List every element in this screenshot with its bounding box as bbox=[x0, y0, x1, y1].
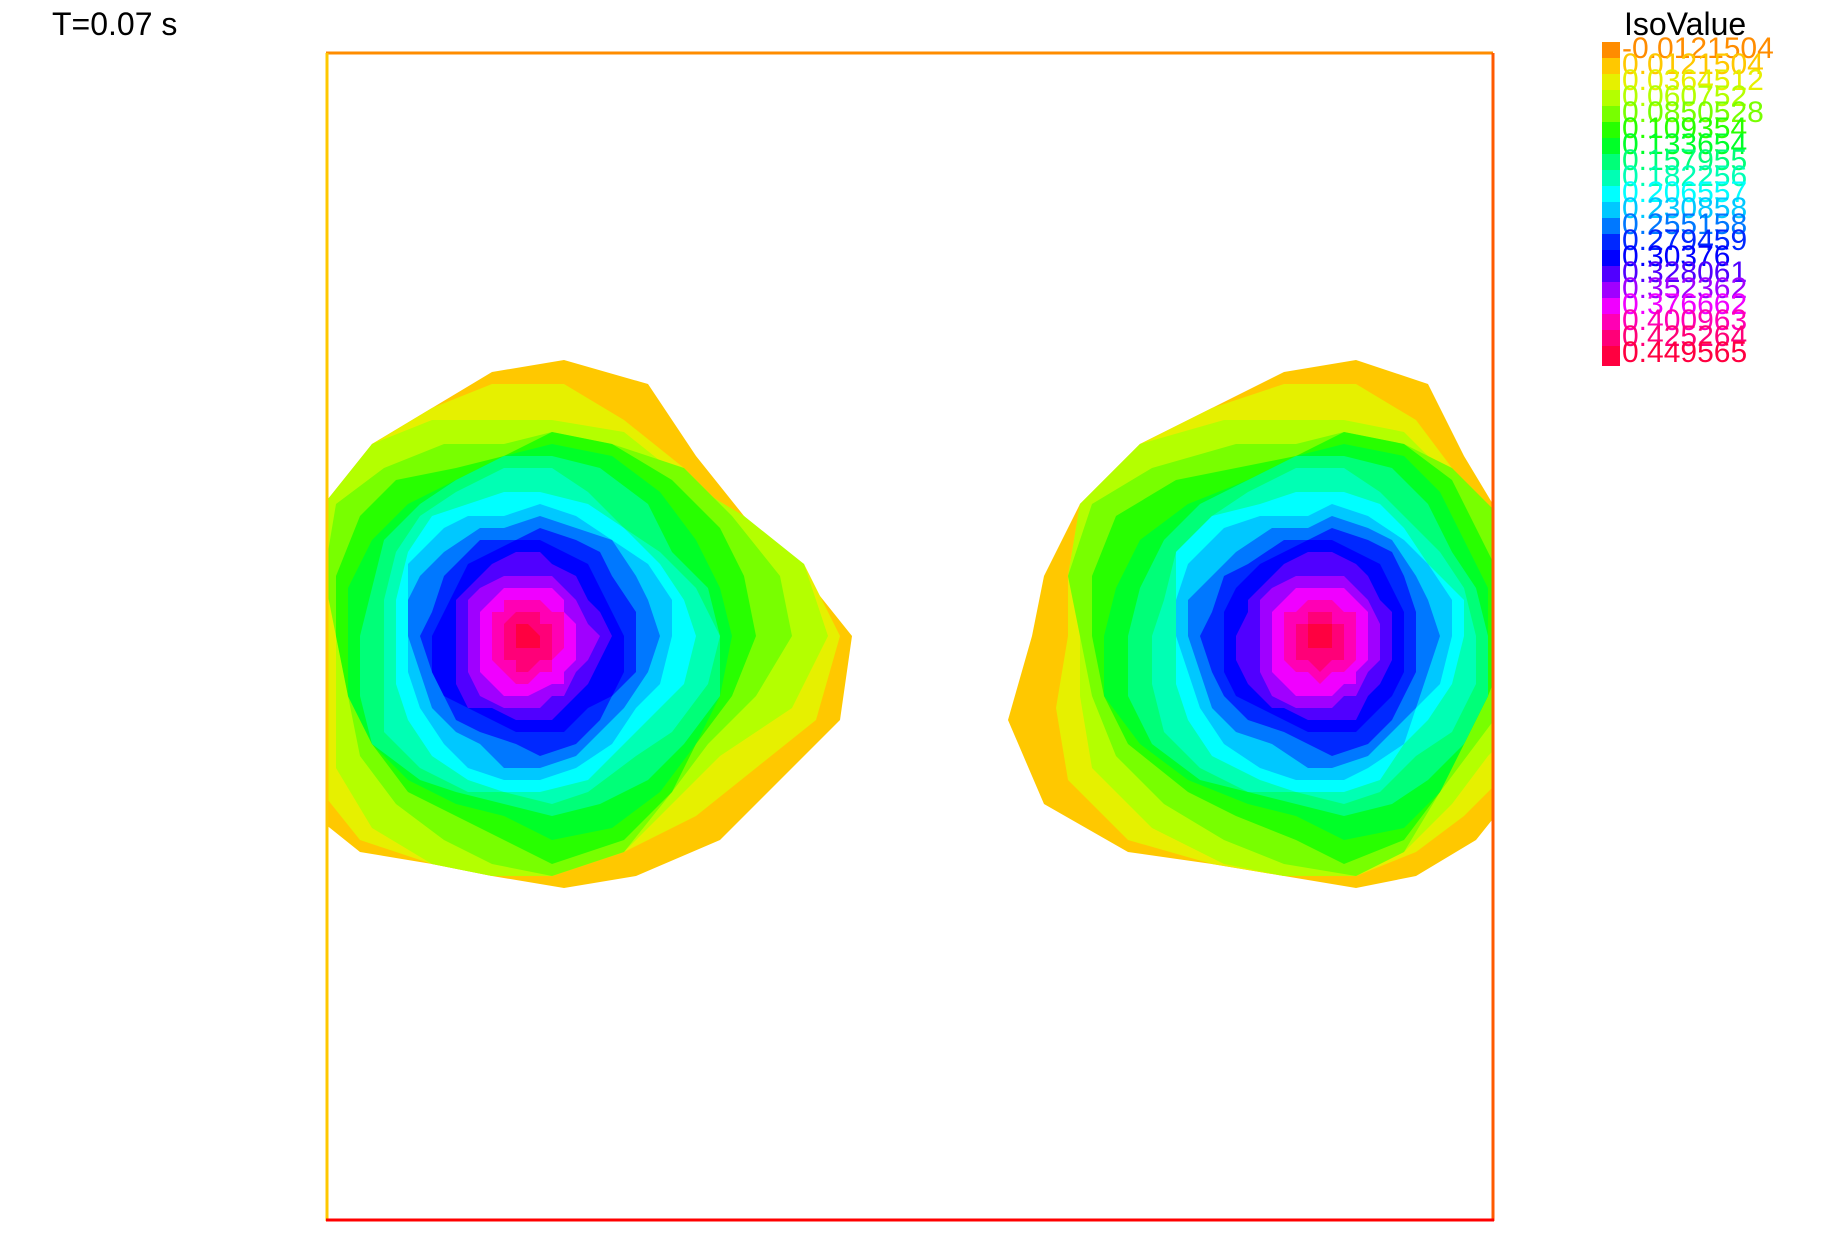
legend-swatch bbox=[1602, 74, 1620, 94]
legend-swatch bbox=[1602, 202, 1620, 222]
legend-swatch bbox=[1602, 330, 1620, 350]
legend-label: 0.133654 bbox=[1622, 128, 1748, 161]
legend-swatch bbox=[1602, 186, 1620, 206]
legend-swatch bbox=[1602, 138, 1620, 158]
legend-label: 0.157955 bbox=[1622, 144, 1748, 177]
legend-label: 0.182256 bbox=[1622, 160, 1748, 193]
legend-title: IsoValue bbox=[1624, 6, 1747, 42]
legend-label: 0.230858 bbox=[1622, 192, 1748, 225]
legend-label: 0.060752 bbox=[1622, 80, 1748, 113]
legend-swatch bbox=[1602, 170, 1620, 190]
legend-swatch bbox=[1602, 42, 1620, 62]
legend-swatch bbox=[1602, 346, 1620, 366]
legend-swatch bbox=[1602, 234, 1620, 254]
right-contour-blob bbox=[1008, 360, 1492, 888]
legend-label: 0.328061 bbox=[1622, 256, 1748, 289]
legend-label: 0.0850528 bbox=[1622, 96, 1764, 129]
legend-swatch bbox=[1602, 250, 1620, 270]
legend-label: 0.376662 bbox=[1622, 288, 1748, 321]
legend-swatch bbox=[1602, 58, 1620, 78]
left-contour-blob bbox=[328, 360, 852, 888]
legend-swatch bbox=[1602, 314, 1620, 334]
legend-label: 0.400963 bbox=[1622, 304, 1748, 337]
legend-swatch bbox=[1602, 154, 1620, 174]
legend-swatch bbox=[1602, 90, 1620, 110]
legend-swatch bbox=[1602, 282, 1620, 302]
legend-swatch bbox=[1602, 266, 1620, 286]
legend-swatch bbox=[1602, 106, 1620, 126]
legend-swatch bbox=[1602, 298, 1620, 318]
legend-swatch bbox=[1602, 218, 1620, 238]
legend-label: 0.255158 bbox=[1622, 208, 1748, 241]
contour-band bbox=[516, 624, 540, 648]
legend-swatch bbox=[1602, 122, 1620, 142]
legend-label: 0.425264 bbox=[1622, 320, 1748, 353]
legend-label: 0.352362 bbox=[1622, 272, 1748, 305]
legend-label: 0.449565 bbox=[1622, 336, 1748, 369]
legend-label: 0.0121504 bbox=[1622, 48, 1764, 81]
legend-label: 0.30376 bbox=[1622, 240, 1731, 273]
legend-label: 0.0364512 bbox=[1622, 64, 1764, 97]
legend-label: -0.0121504 bbox=[1622, 32, 1774, 65]
legend-label: 0.279459 bbox=[1622, 224, 1748, 257]
time-label: T=0.07 s bbox=[52, 6, 178, 42]
contour-band bbox=[1308, 624, 1332, 648]
legend-label: 0.109354 bbox=[1622, 112, 1748, 145]
legend-label: 0.206557 bbox=[1622, 176, 1748, 209]
